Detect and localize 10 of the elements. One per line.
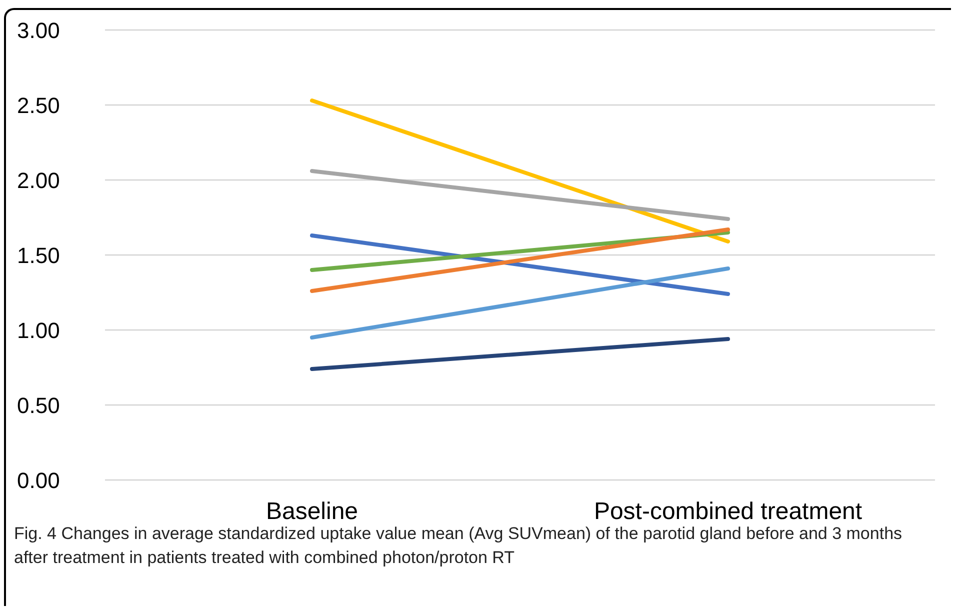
y-tick-label: 0.50 [17, 392, 60, 418]
x-tick-label: Post-combined treatment [594, 498, 862, 526]
y-tick-label: 2.50 [17, 92, 60, 118]
x-tick-label: Baseline [266, 498, 358, 526]
y-tick-label: 3.00 [17, 18, 60, 43]
y-tick-label: 1.00 [17, 318, 60, 343]
y-tick-label: 1.50 [17, 242, 60, 268]
caption: Fig. 4 Changes in average standardized uptake value mean (Avg SUVmean) of the parotid gland before and 3 months after treatment in patients treated with combined photon/proton RT [14, 523, 904, 569]
y-tick-label: 2.00 [17, 168, 60, 193]
y-tick-label: 0.00 [17, 468, 60, 493]
